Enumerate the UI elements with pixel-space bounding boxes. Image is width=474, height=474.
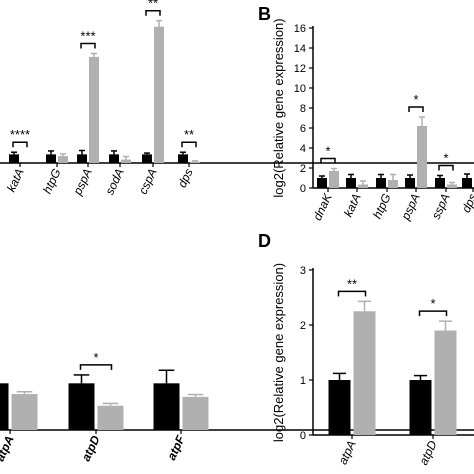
bar-treatment-sodA [121, 159, 131, 163]
significance-bracket-cspA [145, 9, 161, 16]
category-label-katA: katA [341, 191, 364, 219]
significance-bracket-atpD [418, 310, 448, 317]
bar-control-atpA [0, 383, 9, 430]
significance-label-cspA: ** [148, 0, 158, 11]
category-label-pspA: pspA [398, 191, 423, 223]
significance-bracket-dnaK [320, 157, 336, 164]
bar-control-pspA [77, 154, 87, 163]
bar-treatment-cspA [154, 26, 164, 163]
category-label-pspA: pspA [70, 166, 95, 198]
significance-label-katA: **** [10, 127, 30, 142]
significance-bracket-katA [12, 141, 28, 148]
significance-bracket-atpD [79, 364, 113, 370]
bar-treatment-atpA [353, 311, 376, 435]
category-label-atpA: atpA [336, 438, 359, 466]
bar-treatment-katA [358, 184, 368, 188]
significance-label-dnaK: * [325, 144, 330, 159]
significance-label-atpA: ** [347, 276, 357, 291]
significance-bracket-pspA [80, 42, 96, 49]
y-axis-label-B: log2(Relative gene expression) [271, 18, 286, 197]
y-tick-label-B: 12 [294, 63, 306, 75]
category-label-sodA: sodA [102, 166, 126, 197]
y-tick-label-B: 4 [300, 143, 306, 155]
category-label-dps: dps [175, 166, 196, 189]
panel-label-d: D [258, 231, 271, 251]
bar-treatment-atpD [434, 330, 457, 435]
bar-treatment-atpD [97, 405, 124, 430]
significance-label-atpD: * [430, 296, 435, 311]
bar-control-dnaK [317, 178, 327, 188]
significance-label-atpD: * [93, 350, 98, 365]
bar-treatment-dps [190, 161, 200, 163]
bar-treatment-htpG [388, 180, 398, 188]
bar-control-atpD [409, 380, 432, 435]
bar-control-cspA [142, 154, 152, 163]
y-tick-label-B: 0 [300, 183, 306, 195]
bar-treatment-atpA [11, 394, 38, 430]
category-label-katA: katA [4, 166, 27, 194]
significance-label-pspA: *** [80, 28, 95, 43]
category-label-htpG: htpG [40, 166, 64, 195]
bar-control-katA [346, 178, 356, 188]
y-tick-label-D: 2 [300, 320, 306, 332]
y-tick-label-B: 2 [300, 163, 306, 175]
category-label-cspA: cspA [136, 166, 160, 196]
category-label-sspA: sspA [429, 191, 453, 221]
bar-control-htpG [376, 178, 386, 188]
bar-control-dps [178, 154, 188, 163]
category-label-dps: dps [459, 191, 474, 214]
y-tick-label-B: 8 [300, 103, 306, 115]
bar-treatment-sspA [447, 184, 457, 188]
y-tick-label-B: 14 [294, 43, 306, 55]
category-label-atpF: atpF [164, 433, 188, 462]
y-tick-label-D: 0 [300, 430, 306, 442]
y-tick-label-D: 1 [300, 375, 306, 387]
bar-treatment-htpG [58, 156, 68, 163]
category-label-atpD: atpD [416, 438, 440, 467]
y-tick-label-B: 10 [294, 83, 306, 95]
bar-control-atpA [328, 380, 351, 435]
category-label-htpG: htpG [370, 191, 394, 220]
y-tick-label-D: 3 [300, 265, 306, 277]
y-tick-label-B: 6 [300, 123, 306, 135]
significance-bracket-dps [181, 141, 197, 148]
significance-label-pspA: * [413, 92, 418, 107]
bar-control-sodA [109, 154, 119, 163]
significance-bracket-sspA [438, 164, 454, 171]
bar-control-dps [462, 178, 472, 188]
bar-treatment-dnaK [329, 171, 339, 188]
category-label-dnaK: dnaK [310, 190, 335, 222]
bar-treatment-pspA [89, 56, 99, 163]
bar-control-sspA [435, 178, 445, 188]
category-label-atpA: atpA [0, 433, 17, 463]
bar-control-katA [9, 154, 19, 163]
significance-bracket-atpA [337, 290, 367, 297]
bar-treatment-pspA [417, 126, 427, 188]
bar-control-pspA [405, 178, 415, 188]
bar-control-atpF [153, 383, 180, 430]
significance-label-sspA: * [443, 151, 448, 166]
y-tick-label-B: 16 [294, 23, 306, 35]
panel-label-b: B [258, 4, 271, 24]
bar-control-htpG [46, 154, 56, 163]
category-label-atpD: atpD [79, 433, 103, 463]
bar-control-atpD [68, 383, 95, 430]
bar-treatment-atpF [182, 396, 209, 430]
significance-bracket-pspA [408, 106, 424, 112]
significance-label-dps: ** [184, 127, 194, 142]
y-axis-label-D: log2(Relative gene expression) [271, 263, 286, 442]
